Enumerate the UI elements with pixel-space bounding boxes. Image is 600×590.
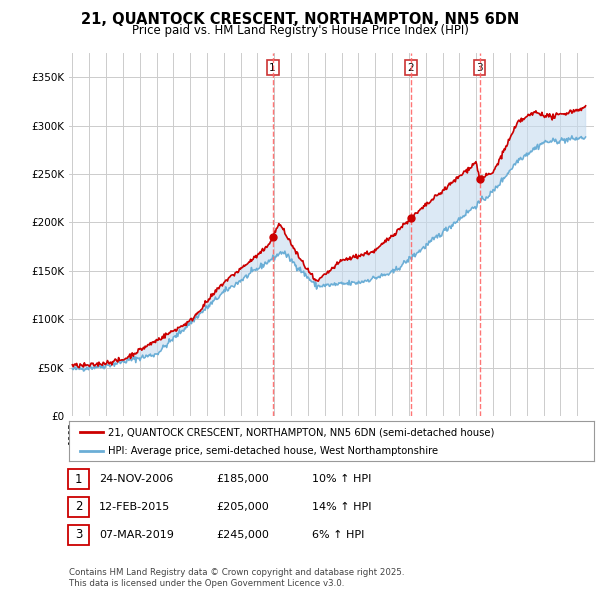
Text: 10% ↑ HPI: 10% ↑ HPI [312, 474, 371, 484]
Text: 6% ↑ HPI: 6% ↑ HPI [312, 530, 364, 539]
Text: £245,000: £245,000 [216, 530, 269, 539]
Text: 07-MAR-2019: 07-MAR-2019 [99, 530, 174, 539]
Text: 14% ↑ HPI: 14% ↑ HPI [312, 502, 371, 512]
Text: 3: 3 [476, 63, 483, 73]
Text: 1: 1 [75, 473, 82, 486]
Point [406, 213, 415, 222]
Text: Price paid vs. HM Land Registry's House Price Index (HPI): Price paid vs. HM Land Registry's House … [131, 24, 469, 37]
Text: Contains HM Land Registry data © Crown copyright and database right 2025.
This d: Contains HM Land Registry data © Crown c… [69, 568, 404, 588]
Text: 3: 3 [75, 528, 82, 541]
Text: HPI: Average price, semi-detached house, West Northamptonshire: HPI: Average price, semi-detached house,… [109, 447, 439, 456]
Point [475, 174, 484, 183]
Text: 2: 2 [75, 500, 82, 513]
Text: 21, QUANTOCK CRESCENT, NORTHAMPTON, NN5 6DN: 21, QUANTOCK CRESCENT, NORTHAMPTON, NN5 … [81, 12, 519, 27]
Point [268, 232, 277, 242]
Text: 1: 1 [269, 63, 276, 73]
Text: £185,000: £185,000 [216, 474, 269, 484]
Text: 2: 2 [407, 63, 414, 73]
Text: 21, QUANTOCK CRESCENT, NORTHAMPTON, NN5 6DN (semi-detached house): 21, QUANTOCK CRESCENT, NORTHAMPTON, NN5 … [109, 427, 495, 437]
Text: 24-NOV-2006: 24-NOV-2006 [99, 474, 173, 484]
Text: 12-FEB-2015: 12-FEB-2015 [99, 502, 170, 512]
Text: £205,000: £205,000 [216, 502, 269, 512]
